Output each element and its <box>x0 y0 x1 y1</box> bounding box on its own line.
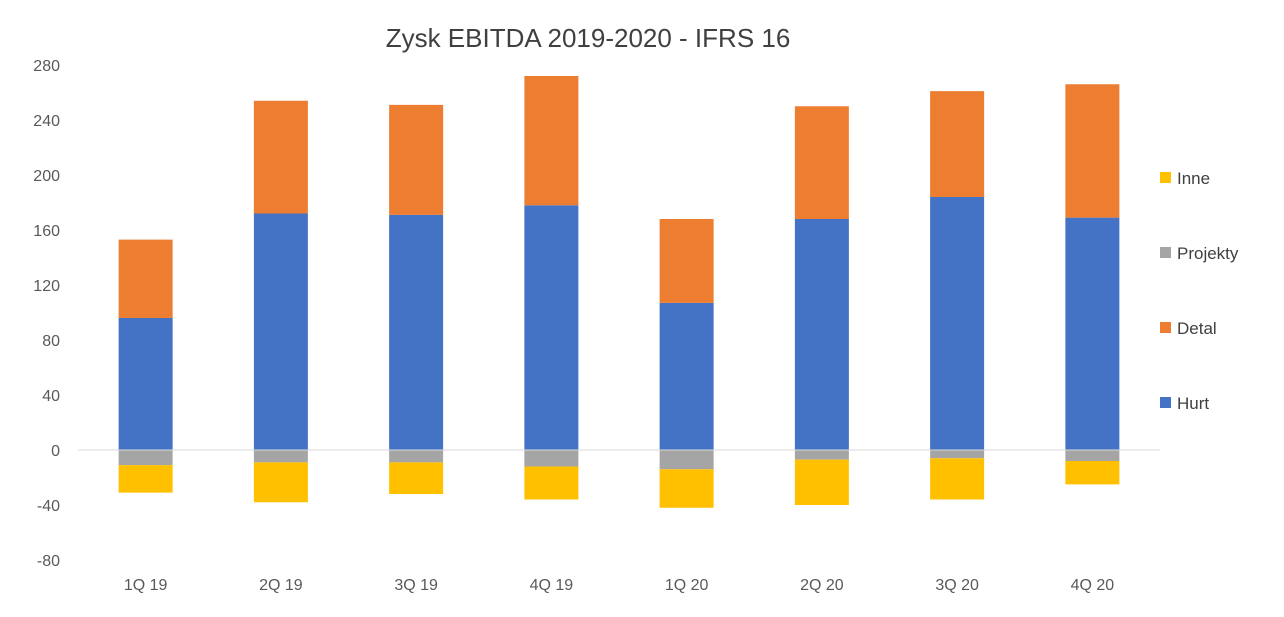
bar-segment-hurt-6 <box>930 197 985 450</box>
legend-label-inne: Inne <box>1177 169 1210 188</box>
x-tick-label: 2Q 20 <box>800 577 844 594</box>
legend-swatch-inne <box>1160 172 1171 183</box>
legend-label-projekty: Projekty <box>1177 244 1239 263</box>
x-tick-label: 4Q 19 <box>530 577 574 594</box>
bar-segment-projekty-0 <box>118 450 173 466</box>
bars-layer <box>118 76 1120 508</box>
bar-segment-inne-0 <box>118 465 173 493</box>
y-tick-label: 40 <box>42 388 60 405</box>
x-tick-label: 3Q 19 <box>394 577 438 594</box>
y-tick-label: 280 <box>33 58 60 75</box>
y-tick-label: 160 <box>33 223 60 240</box>
bar-segment-detal-0 <box>118 239 173 318</box>
y-tick-label: 0 <box>51 443 60 460</box>
bar-segment-hurt-2 <box>389 214 444 450</box>
axis-layer: 280 240 200 160 120 80 40 0 -40 -80 1Q 19 2Q 19 3Q 1… <box>33 58 1160 594</box>
legend-swatch-detal <box>1160 322 1171 333</box>
bar-segment-hurt-3 <box>524 205 579 450</box>
bar-segment-inne-2 <box>389 462 444 494</box>
x-tick-label: 2Q 19 <box>259 577 303 594</box>
legend: Inne Projekty Detal Hurt <box>1160 169 1239 413</box>
legend-swatch-projekty <box>1160 247 1171 258</box>
bar-segment-hurt-5 <box>794 219 849 450</box>
bar-segment-detal-1 <box>253 100 308 214</box>
y-tick-label: -80 <box>37 553 60 570</box>
bar-segment-hurt-4 <box>659 302 714 450</box>
legend-label-detal: Detal <box>1177 319 1217 338</box>
bar-segment-detal-5 <box>794 106 849 219</box>
bar-segment-projekty-5 <box>794 450 849 460</box>
bar-segment-detal-4 <box>659 219 714 303</box>
y-tick-label: -40 <box>37 498 60 515</box>
bar-segment-projekty-7 <box>1065 450 1120 461</box>
x-tick-label: 1Q 19 <box>124 577 168 594</box>
y-tick-label: 240 <box>33 113 60 130</box>
bar-segment-inne-4 <box>659 469 714 508</box>
bar-segment-projekty-1 <box>253 450 308 463</box>
chart-title: Zysk EBITDA 2019-2020 - IFRS 16 <box>386 23 791 53</box>
bar-segment-detal-3 <box>524 76 579 206</box>
y-tick-label: 80 <box>42 333 60 350</box>
x-tick-label: 4Q 20 <box>1071 577 1115 594</box>
bar-segment-inne-5 <box>794 459 849 505</box>
y-tick-label: 200 <box>33 168 60 185</box>
y-tick-label: 120 <box>33 278 60 295</box>
bar-segment-inne-1 <box>253 462 308 503</box>
bar-segment-projekty-4 <box>659 450 714 470</box>
bar-segment-inne-7 <box>1065 461 1120 485</box>
bar-segment-detal-6 <box>930 91 985 197</box>
bar-segment-detal-7 <box>1065 84 1120 218</box>
bar-segment-detal-2 <box>389 104 444 215</box>
bar-segment-projekty-6 <box>930 450 985 459</box>
bar-segment-projekty-2 <box>389 450 444 463</box>
bar-segment-hurt-7 <box>1065 217 1120 450</box>
bar-segment-hurt-1 <box>253 213 308 450</box>
legend-label-hurt: Hurt <box>1177 394 1209 413</box>
bar-segment-hurt-0 <box>118 318 173 450</box>
x-tick-label: 1Q 20 <box>665 577 709 594</box>
bar-segment-projekty-3 <box>524 450 579 467</box>
legend-swatch-hurt <box>1160 397 1171 408</box>
x-tick-label: 3Q 20 <box>935 577 979 594</box>
bar-segment-inne-3 <box>524 466 579 500</box>
bar-segment-inne-6 <box>930 458 985 500</box>
